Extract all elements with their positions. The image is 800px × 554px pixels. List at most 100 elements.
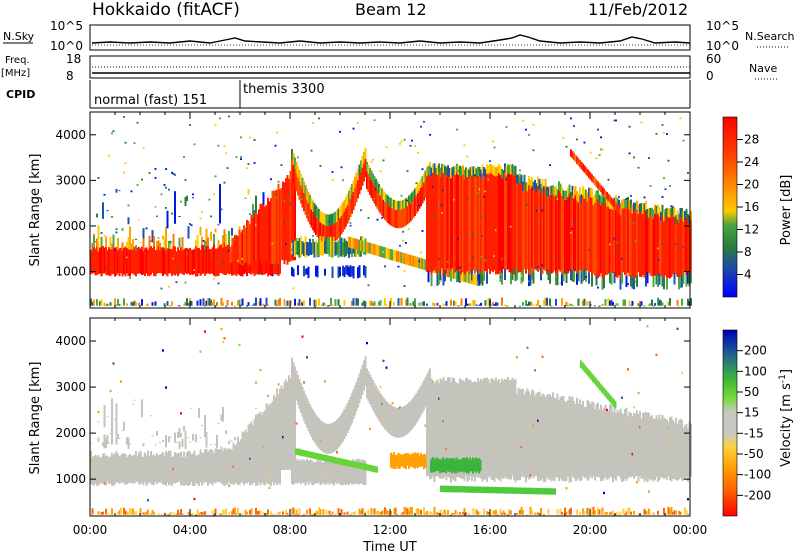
velocity-cell [111,432,113,445]
power-cell [666,217,668,279]
velocity-colorbar-label: Velocity [m s-1] [778,369,794,467]
velocity-cell [199,449,202,483]
power-cell [327,305,329,307]
velocity-cell [679,511,682,515]
velocity-cell [658,414,661,481]
velocity-cell [115,451,118,482]
power-cell [364,159,367,178]
power-cell [589,196,592,272]
power-cell [478,304,481,306]
power-cell [340,216,343,235]
velocity-cell [462,511,464,515]
power-cell [216,302,218,306]
power-cell [445,167,448,177]
velocity-cell [462,380,464,479]
power-cell [663,277,665,290]
velocity-cell [151,509,154,515]
velocity-cell [292,461,295,485]
nsky-label: N.Sky [3,30,35,43]
power-cell [379,246,382,257]
power-cell [322,236,325,256]
velocity-cell [355,381,358,412]
velocity-cell [479,486,481,493]
power-cell [621,257,623,260]
velocity-cell [417,452,419,469]
velocity-cell [675,417,677,481]
power-cell [342,213,344,232]
velocity-cell [556,509,559,515]
velocity-cell [579,399,581,482]
power-cell [337,240,340,258]
power-cell [432,163,434,173]
velocity-cell [135,451,137,482]
velocity-cell [521,487,523,494]
power-cell [448,168,451,178]
power-cell [385,146,388,149]
power-cell [234,305,236,307]
power-cell [304,196,307,215]
velocity-cell [337,417,340,448]
velocity-cell [364,463,366,471]
velocity-cell [646,412,649,483]
velocity-cell [637,513,640,515]
velocity-cell [408,453,410,469]
power-cell [220,208,223,211]
power-cell [171,171,173,174]
power-cell [385,203,388,222]
power-cell [628,300,631,306]
power-cell [669,185,671,187]
power-cell [430,167,433,177]
velocity-cell [168,514,170,516]
velocity-cell [421,382,424,413]
velocity-cell [294,366,296,397]
velocity-cell [424,512,427,515]
power-cell [315,240,317,255]
power-cell [358,265,361,278]
velocity-cell [580,404,583,481]
power-cell [285,305,287,307]
power-cell [442,274,445,286]
velocity-cell [397,407,400,438]
power-cell [187,226,190,239]
power-cell [576,191,578,201]
velocity-cell [262,446,265,449]
velocity-cell [139,450,142,485]
velocity-cell [342,411,344,442]
power-cell [148,235,151,248]
velocity-cell [222,406,224,422]
power-cell [601,186,604,194]
power-cell [603,276,605,289]
power-cell [660,221,662,277]
power-cell [345,240,347,257]
power-cell [204,241,206,250]
power-cell [364,241,367,253]
power-cell [436,302,439,306]
velocity-cell [286,512,289,515]
power-cell [616,197,619,207]
velocity-cell [235,443,238,470]
velocity-cell [271,513,274,515]
nsky-trace [91,34,691,44]
power-cell [364,147,367,159]
power-cell [348,267,350,277]
velocity-cell [267,394,269,397]
velocity-cell [183,426,185,432]
power-cell [357,180,359,199]
velocity-cell [343,409,346,439]
power-cell [639,212,641,277]
power-cell [175,251,178,275]
velocity-cell [243,432,245,470]
velocity-cell [142,456,145,485]
power-cell [417,152,419,154]
power-cell [528,176,530,186]
velocity-cell [344,459,347,466]
power-cell [285,243,287,245]
power-cell [249,224,251,265]
power-cell [367,173,370,193]
velocity-cell [142,443,145,447]
power-cell [324,241,326,254]
power-cell [474,274,476,285]
velocity-cell [505,379,508,479]
velocity-cell [349,461,352,483]
velocity-cell [141,399,143,418]
